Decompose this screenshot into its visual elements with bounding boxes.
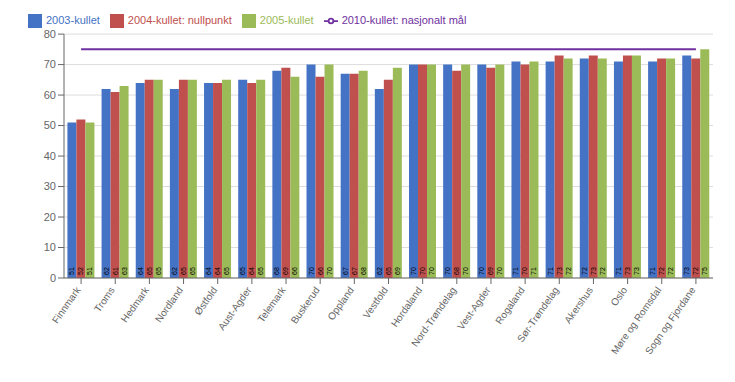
svg-text:30: 30	[44, 180, 56, 192]
svg-text:71: 71	[615, 267, 622, 275]
svg-text:72: 72	[658, 267, 665, 275]
svg-text:65: 65	[155, 267, 162, 275]
svg-text:63: 63	[121, 267, 128, 275]
svg-text:64: 64	[205, 267, 212, 275]
svg-text:Aust-Agder: Aust-Agder	[216, 284, 254, 332]
svg-text:Rogaland: Rogaland	[493, 285, 527, 326]
svg-text:70: 70	[419, 267, 426, 275]
svg-text:67: 67	[351, 267, 358, 275]
svg-text:69: 69	[394, 267, 401, 275]
svg-text:71: 71	[547, 267, 554, 275]
svg-text:Buskerud: Buskerud	[289, 285, 322, 326]
svg-text:70: 70	[496, 267, 503, 275]
svg-text:60: 60	[44, 89, 56, 101]
svg-text:73: 73	[633, 267, 640, 275]
svg-text:64: 64	[137, 267, 144, 275]
svg-text:10: 10	[44, 241, 56, 253]
svg-text:75: 75	[701, 267, 708, 275]
svg-text:51: 51	[68, 267, 75, 275]
svg-text:73: 73	[683, 267, 690, 275]
svg-text:40: 40	[44, 150, 56, 162]
svg-text:50: 50	[44, 119, 56, 131]
svg-text:Hedmark: Hedmark	[119, 284, 152, 324]
svg-text:66: 66	[291, 267, 298, 275]
svg-text:62: 62	[103, 267, 110, 275]
html-text:2005-kullet: 2005-kullet	[259, 14, 314, 26]
svg-text:65: 65	[146, 267, 153, 275]
html-text:2010-kullet: nasjonalt mål: 2010-kullet: nasjonalt mål	[341, 14, 467, 26]
svg-text:70: 70	[428, 267, 435, 275]
svg-text:65: 65	[239, 267, 246, 275]
svg-text:72: 72	[581, 267, 588, 275]
svg-text:51: 51	[86, 267, 93, 275]
svg-text:65: 65	[180, 267, 187, 275]
svg-text:Vestfold: Vestfold	[361, 285, 390, 320]
svg-text:Østfold: Østfold	[192, 285, 219, 317]
svg-text:67: 67	[342, 267, 349, 275]
svg-text:72: 72	[599, 267, 606, 275]
svg-text:Telemark: Telemark	[255, 284, 288, 324]
svg-text:Finnmark: Finnmark	[50, 284, 83, 325]
svg-text:73: 73	[624, 267, 631, 275]
svg-text:Hordaland: Hordaland	[389, 285, 424, 329]
svg-text:70: 70	[478, 267, 485, 275]
svg-text:Sør-Trøndelag: Sør-Trøndelag	[515, 285, 561, 344]
svg-text:64: 64	[248, 267, 255, 275]
svg-text:70: 70	[444, 267, 451, 275]
svg-text:70: 70	[326, 267, 333, 275]
svg-text:Møre og Romsdal: Møre og Romsdal	[608, 284, 664, 357]
svg-text:72: 72	[667, 267, 674, 275]
svg-text:Oppland: Oppland	[325, 285, 356, 322]
svg-text:52: 52	[77, 267, 84, 275]
svg-text:70: 70	[308, 267, 315, 275]
svg-text:70: 70	[410, 267, 417, 275]
svg-text:Nord-Trøndelag: Nord-Trøndelag	[409, 285, 458, 349]
svg-text:0: 0	[50, 272, 56, 284]
svg-text:68: 68	[453, 267, 460, 275]
svg-text:62: 62	[376, 267, 383, 275]
svg-text:61: 61	[112, 267, 119, 275]
svg-text:73: 73	[556, 267, 563, 275]
svg-text:65: 65	[223, 267, 230, 275]
svg-text:72: 72	[692, 267, 699, 275]
svg-text:Sogn og Fjordane: Sogn og Fjordane	[643, 284, 698, 356]
svg-text:69: 69	[487, 267, 494, 275]
svg-text:72: 72	[565, 267, 572, 275]
svg-text:65: 65	[385, 267, 392, 275]
svg-text:71: 71	[512, 267, 519, 275]
html-text:2004-kullet: nullpunkt: 2004-kullet: nullpunkt	[127, 14, 232, 26]
svg-text:71: 71	[530, 267, 537, 275]
svg-text:20: 20	[44, 211, 56, 223]
svg-text:70: 70	[462, 267, 469, 275]
svg-text:64: 64	[214, 267, 221, 275]
svg-text:66: 66	[317, 267, 324, 275]
svg-text:68: 68	[360, 267, 367, 275]
svg-text:69: 69	[282, 267, 289, 275]
svg-text:80: 80	[44, 28, 56, 40]
svg-text:62: 62	[171, 267, 178, 275]
svg-text:70: 70	[44, 58, 56, 70]
svg-text:73: 73	[590, 267, 597, 275]
svg-text:65: 65	[257, 267, 264, 275]
html-text:2003-kullet: 2003-kullet	[46, 14, 100, 26]
svg-text:Nordland: Nordland	[153, 285, 185, 325]
svg-text:Akershus: Akershus	[562, 285, 595, 325]
svg-text:Vest-Agder: Vest-Agder	[455, 284, 493, 331]
svg-text:Oslo: Oslo	[608, 284, 629, 308]
svg-text:68: 68	[273, 267, 280, 275]
svg-text:70: 70	[521, 267, 528, 275]
svg-text:65: 65	[189, 267, 196, 275]
svg-text:Troms: Troms	[92, 285, 117, 314]
svg-text:71: 71	[649, 267, 656, 275]
